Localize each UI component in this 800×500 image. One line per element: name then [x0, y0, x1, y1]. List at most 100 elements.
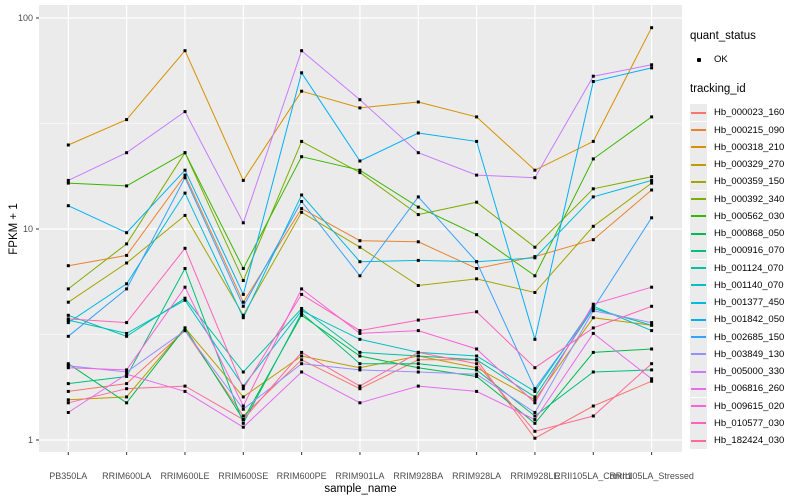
- data-point: [125, 231, 129, 235]
- data-point: [241, 313, 245, 317]
- line-key-icon: [690, 138, 707, 156]
- data-point: [475, 173, 479, 177]
- data-point: [66, 313, 70, 317]
- data-point: [591, 414, 595, 418]
- data-point: [125, 151, 129, 155]
- data-point: [300, 370, 304, 374]
- legend-item-label: Hb_000215_090: [714, 124, 785, 136]
- line-key-icon: [690, 397, 707, 415]
- data-point: [591, 74, 595, 78]
- legend: quant_status OK tracking_id Hb_000023_16…: [690, 30, 798, 450]
- data-point: [300, 311, 304, 315]
- data-point: [66, 334, 70, 338]
- legend-item-label: Hb_010577_030: [714, 417, 785, 429]
- data-point: [533, 411, 537, 414]
- data-point: [66, 398, 70, 402]
- data-point: [358, 159, 362, 163]
- x-tick-label: RRIM600LA: [102, 471, 151, 481]
- data-point: [591, 309, 595, 313]
- data-point: [533, 418, 537, 422]
- data-point: [650, 285, 654, 289]
- line-key-icon: [690, 432, 707, 450]
- data-point: [591, 307, 595, 310]
- data-point: [66, 411, 70, 414]
- data-point: [66, 382, 70, 386]
- data-point: [591, 316, 595, 320]
- line-key-icon: [690, 190, 707, 208]
- data-point: [241, 316, 245, 320]
- data-point: [358, 329, 362, 333]
- data-point: [358, 362, 362, 366]
- line-key-icon: [690, 207, 707, 225]
- data-point: [650, 329, 654, 333]
- data-point: [416, 354, 420, 358]
- data-point: [533, 245, 537, 249]
- legend-item-Hb_003849_130: Hb_003849_130: [690, 345, 798, 363]
- x-axis-title: sample_name: [324, 483, 397, 495]
- data-point: [475, 139, 479, 143]
- data-point: [650, 379, 654, 383]
- x-tick-label: RRIM928LA: [452, 471, 501, 481]
- data-point: [300, 71, 304, 75]
- data-point: [475, 277, 479, 281]
- data-point: [475, 389, 479, 393]
- legend-item-label: Hb_182424_030: [714, 435, 785, 447]
- y-tick-label: 1: [28, 435, 33, 445]
- legend-item-Hb_002685_150: Hb_002685_150: [690, 328, 798, 346]
- data-point: [358, 354, 362, 358]
- legend-group-tracking-id: tracking_id Hb_000023_160 Hb_000215_090 Hb…: [690, 83, 798, 450]
- data-point: [300, 210, 304, 214]
- data-point: [183, 384, 187, 388]
- legend-item-Hb_005000_330: Hb_005000_330: [690, 363, 798, 381]
- data-points: [66, 26, 654, 440]
- legend-item-Hb_001842_050: Hb_001842_050: [690, 311, 798, 329]
- data-point: [358, 168, 362, 172]
- data-point: [125, 368, 129, 372]
- x-tick-labels: PB350LA RRIM600LA RRIM600LE RRIM600SE RRIM60…: [49, 471, 694, 481]
- data-point: [358, 274, 362, 278]
- legend-item-Hb_001124_070: Hb_001124_070: [690, 259, 798, 277]
- x-tick-label: PB350LA: [49, 471, 87, 481]
- legend-item-label: Hb_000318_210: [714, 141, 785, 153]
- data-point: [591, 404, 595, 408]
- data-point: [416, 240, 420, 244]
- data-point: [300, 350, 304, 354]
- legend-title-tracking-id: tracking_id: [690, 83, 746, 96]
- legend-item-label: Hb_009615_020: [714, 400, 785, 412]
- data-point: [183, 285, 187, 289]
- data-point: [241, 178, 245, 182]
- data-point: [183, 173, 187, 177]
- x-tick-label: RRII105LA_Control: [554, 471, 632, 481]
- data-point: [300, 139, 304, 143]
- data-point: [66, 317, 70, 321]
- data-point: [475, 362, 479, 366]
- data-point: [300, 313, 304, 317]
- data-point: [650, 66, 654, 70]
- data-point: [241, 221, 245, 225]
- data-point: [300, 193, 304, 197]
- data-point: [358, 239, 362, 243]
- data-point: [650, 181, 654, 185]
- data-point: [416, 195, 420, 199]
- data-point: [416, 131, 420, 135]
- legend-item-Hb_000023_160: Hb_000023_160: [690, 104, 798, 122]
- legend-item-label: OK: [714, 54, 728, 66]
- data-point: [358, 387, 362, 391]
- line-key-icon: [690, 259, 707, 277]
- data-point: [125, 372, 129, 376]
- data-point: [475, 233, 479, 237]
- data-point: [183, 176, 187, 180]
- line-key-icon: [690, 345, 707, 363]
- data-point: [241, 425, 245, 429]
- line-key-icon: [690, 225, 707, 243]
- data-point: [358, 260, 362, 264]
- data-point: [416, 366, 420, 370]
- data-point: [241, 414, 245, 418]
- data-point: [125, 321, 129, 325]
- data-point: [650, 321, 654, 325]
- data-point: [300, 89, 304, 93]
- data-point: [533, 414, 537, 418]
- y-tick-label: 10: [23, 224, 33, 234]
- data-point: [650, 175, 654, 179]
